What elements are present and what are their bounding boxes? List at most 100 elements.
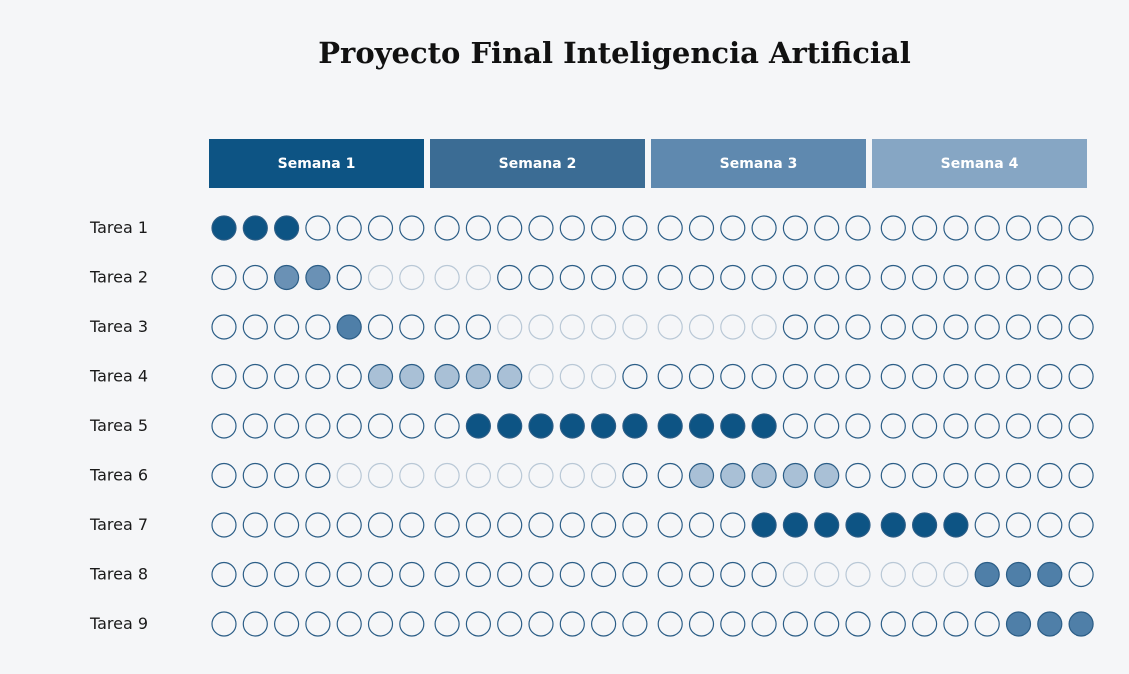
week-header-1 xyxy=(209,139,424,188)
day-marker-empty xyxy=(305,462,331,489)
day-marker-filled xyxy=(434,363,460,390)
day-marker-empty xyxy=(974,611,1000,637)
day-marker-empty xyxy=(336,611,362,637)
day-marker-empty xyxy=(465,215,491,241)
day-marker-empty xyxy=(1005,314,1032,340)
day-marker-empty xyxy=(1037,264,1063,291)
day-marker-empty xyxy=(688,264,715,291)
task-label: Tarea 1 xyxy=(89,218,148,237)
day-marker-filled xyxy=(465,363,491,390)
day-marker-empty xyxy=(688,611,715,637)
day-marker-filled xyxy=(720,413,746,439)
chart-title: Proyecto Final Inteligencia Artificial xyxy=(318,36,911,70)
day-marker-empty xyxy=(1068,363,1094,390)
day-marker-empty xyxy=(336,363,362,390)
day-marker-empty xyxy=(720,264,746,291)
day-marker-empty xyxy=(622,561,648,588)
day-marker-empty xyxy=(622,462,648,489)
day-marker-empty xyxy=(590,561,617,588)
day-marker-empty xyxy=(974,413,1000,439)
day-marker-empty xyxy=(305,561,331,588)
day-marker-empty xyxy=(1037,363,1063,390)
day-marker-empty xyxy=(274,462,300,489)
day-marker-empty xyxy=(880,462,906,489)
day-marker-empty xyxy=(845,264,871,291)
week-header-2 xyxy=(430,139,645,188)
day-marker-filled xyxy=(242,215,268,241)
day-marker-empty xyxy=(880,611,906,637)
day-marker-empty xyxy=(622,264,648,291)
day-marker-empty xyxy=(622,363,648,390)
day-marker-empty xyxy=(1068,314,1094,340)
task-label: Tarea 5 xyxy=(89,416,148,435)
day-marker-empty xyxy=(911,413,938,439)
day-marker-filled xyxy=(814,512,840,538)
day-marker-faded xyxy=(911,561,938,588)
week-label-1: Semana 1 xyxy=(278,156,356,172)
day-marker-filled xyxy=(367,363,394,390)
task-label: Tarea 4 xyxy=(89,367,148,386)
day-marker-filled xyxy=(911,512,938,538)
task-label: Tarea 2 xyxy=(89,268,148,287)
day-marker-empty xyxy=(880,314,906,340)
day-marker-filled xyxy=(880,512,906,538)
day-marker-empty xyxy=(367,215,394,241)
day-marker-faded xyxy=(590,314,617,340)
day-marker-empty xyxy=(943,314,969,340)
day-marker-empty xyxy=(911,264,938,291)
day-marker-empty xyxy=(367,611,394,637)
day-marker-empty xyxy=(497,561,523,588)
day-marker-empty xyxy=(590,512,617,538)
day-marker-empty xyxy=(1005,264,1032,291)
day-marker-empty xyxy=(751,561,777,588)
day-marker-empty xyxy=(943,462,969,489)
day-marker-faded xyxy=(845,561,871,588)
day-marker-empty xyxy=(497,512,523,538)
day-marker-faded xyxy=(622,314,648,340)
day-marker-empty xyxy=(1068,512,1094,538)
day-marker-faded xyxy=(528,462,554,489)
day-marker-empty xyxy=(974,462,1000,489)
day-marker-faded xyxy=(559,462,585,489)
day-marker-empty xyxy=(305,314,331,340)
day-marker-filled xyxy=(657,413,683,439)
day-marker-empty xyxy=(657,561,683,588)
day-marker-empty xyxy=(688,512,715,538)
day-marker-faded xyxy=(782,561,809,588)
day-marker-filled xyxy=(465,413,491,439)
day-marker-filled xyxy=(688,462,715,489)
day-marker-empty xyxy=(590,611,617,637)
day-marker-faded xyxy=(590,462,617,489)
day-marker-empty xyxy=(528,215,554,241)
day-marker-filled xyxy=(751,413,777,439)
day-marker-empty xyxy=(367,512,394,538)
day-marker-empty xyxy=(688,363,715,390)
day-marker-empty xyxy=(211,462,237,489)
week-label-2: Semana 2 xyxy=(499,156,577,172)
task-label: Tarea 6 xyxy=(89,466,148,485)
day-marker-filled xyxy=(1005,561,1032,588)
day-marker-empty xyxy=(465,611,491,637)
day-marker-empty xyxy=(336,215,362,241)
day-marker-empty xyxy=(751,363,777,390)
day-marker-empty xyxy=(1037,314,1063,340)
day-marker-filled xyxy=(274,264,300,291)
day-marker-empty xyxy=(305,413,331,439)
day-marker-empty xyxy=(242,462,268,489)
day-marker-empty xyxy=(559,561,585,588)
day-marker-faded xyxy=(336,462,362,489)
day-marker-faded xyxy=(751,314,777,340)
day-marker-empty xyxy=(1005,512,1032,538)
day-marker-empty xyxy=(465,512,491,538)
day-marker-empty xyxy=(528,264,554,291)
day-marker-faded xyxy=(880,561,906,588)
day-marker-empty xyxy=(497,264,523,291)
day-marker-empty xyxy=(911,363,938,390)
day-marker-empty xyxy=(336,413,362,439)
day-marker-empty xyxy=(211,561,237,588)
day-marker-empty xyxy=(943,611,969,637)
day-marker-empty xyxy=(274,413,300,439)
day-marker-filled xyxy=(211,215,237,241)
day-marker-empty xyxy=(911,611,938,637)
